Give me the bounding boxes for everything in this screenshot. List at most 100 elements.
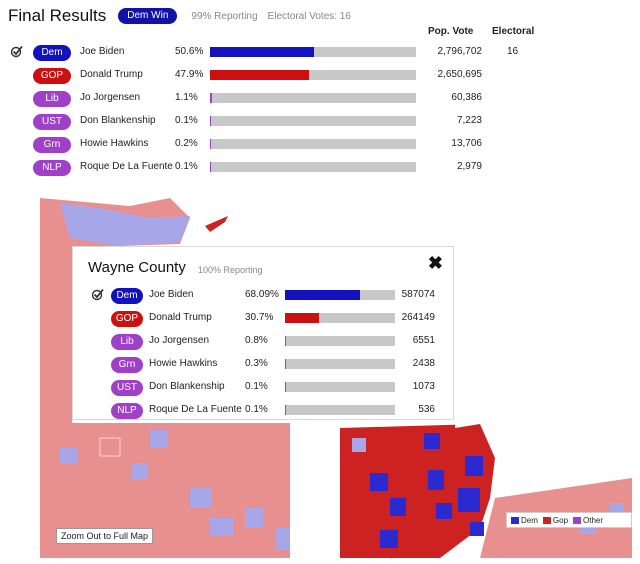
page-title: Final Results	[8, 6, 107, 25]
party-badge: Dem	[33, 45, 71, 61]
county-result-row: NLP Roque De La Fuente 0.1% 536	[73, 400, 453, 422]
check-icon	[91, 288, 104, 301]
popular-votes: 2,650,695	[437, 69, 483, 80]
candidate-name: Jo Jorgensen	[149, 335, 210, 346]
popular-votes: 6551	[412, 335, 435, 346]
candidate-name: Donald Trump	[149, 312, 212, 323]
legend-item-dem: Dem	[511, 516, 538, 525]
vote-percent: 0.1%	[245, 404, 268, 415]
candidate-name: Don Blankenship	[80, 115, 156, 126]
vote-share-fill	[210, 116, 212, 126]
party-badge: GOP	[33, 68, 71, 84]
candidate-name: Howie Hawkins	[149, 358, 218, 369]
vote-share-bar	[285, 336, 395, 346]
candidate-name: Joe Biden	[149, 289, 194, 300]
candidate-name: Roque De La Fuente	[80, 161, 173, 172]
vote-percent: 50.6%	[175, 46, 204, 57]
winner-badge: Dem Win	[118, 8, 178, 24]
pop-vote-column-header: Pop. Vote	[428, 26, 474, 37]
vote-share-fill	[210, 47, 315, 57]
popular-votes: 536	[418, 404, 435, 415]
vote-share-bar	[210, 70, 416, 80]
vote-share-bar	[285, 405, 395, 415]
vote-percent: 1.1%	[175, 92, 198, 103]
popular-votes: 587074	[401, 289, 435, 300]
vote-share-bar	[285, 290, 395, 300]
party-badge: GOP	[111, 311, 143, 327]
popular-votes: 60,386	[451, 92, 482, 103]
party-badge: Grn	[33, 137, 71, 153]
party-badge: Dem	[111, 288, 143, 304]
legend-swatch	[573, 516, 582, 524]
vote-share-fill	[285, 290, 360, 300]
vote-share-fill	[285, 382, 286, 392]
county-result-row: Dem Joe Biden 68.09% 587074	[73, 285, 453, 307]
reporting-status: 99% Reporting	[191, 10, 258, 22]
county-popup: Wayne County 100% Reporting ✖ Dem Joe Bi…	[72, 246, 454, 420]
county-result-row: Lib Jo Jorgensen 0.8% 6551	[73, 331, 453, 353]
county-result-row: Grn Howie Hawkins 0.3% 2438	[73, 354, 453, 376]
vote-percent: 47.9%	[175, 69, 204, 80]
electoral-votes: 16	[507, 46, 519, 57]
county-title: Wayne County	[88, 259, 186, 276]
vote-percent: 0.1%	[245, 381, 268, 392]
candidate-name: Donald Trump	[80, 69, 143, 80]
candidate-name: Roque De La Fuente	[149, 404, 242, 415]
party-badge: UST	[111, 380, 143, 396]
vote-share-bar	[285, 382, 395, 392]
vote-percent: 68.09%	[245, 289, 279, 300]
party-badge: Grn	[111, 357, 143, 373]
vote-share-fill	[285, 359, 286, 369]
electoral-votes-count: Electoral Votes: 16	[267, 10, 351, 22]
vote-share-bar	[210, 47, 416, 57]
zoom-out-button[interactable]: Zoom Out to Full Map	[56, 528, 154, 544]
vote-percent: 0.8%	[245, 335, 268, 346]
check-icon	[10, 45, 23, 58]
vote-percent: 0.1%	[175, 115, 198, 126]
vote-percent: 0.2%	[175, 138, 198, 149]
result-row: Lib Jo Jorgensen 1.1% 60,386	[0, 88, 640, 110]
result-row: NLP Roque De La Fuente 0.1% 2,979	[0, 157, 640, 179]
county-result-row: UST Don Blankenship 0.1% 1073	[73, 377, 453, 399]
legend-swatch	[511, 516, 519, 524]
result-row: UST Don Blankenship 0.1% 7,223	[0, 111, 640, 133]
popular-votes: 7,223	[456, 115, 482, 126]
popular-votes: 1073	[412, 381, 435, 392]
legend-swatch	[542, 516, 551, 524]
popular-votes: 2,796,702	[437, 46, 483, 57]
legend-item-other: Other	[573, 516, 603, 525]
vote-share-bar	[285, 359, 395, 369]
vote-share-bar	[210, 93, 416, 103]
result-row: GOP Donald Trump 47.9% 2,650,695	[0, 65, 640, 87]
candidate-name: Don Blankenship	[149, 381, 225, 392]
vote-share-bar	[285, 313, 395, 323]
vote-share-fill	[285, 336, 286, 346]
vote-share-fill	[210, 93, 213, 103]
map-legend: Dem Gop Other	[506, 512, 632, 528]
vote-share-bar	[210, 162, 416, 172]
result-row: Dem Joe Biden 50.6% 2,796,702 16	[0, 42, 640, 64]
party-badge: Lib	[33, 91, 71, 107]
vote-share-bar	[210, 116, 416, 126]
party-badge: NLP	[111, 403, 143, 419]
vote-share-fill	[285, 313, 319, 323]
legend-item-gop: Gop	[542, 516, 568, 525]
popular-votes: 2,979	[456, 161, 482, 172]
candidate-name: Howie Hawkins	[80, 138, 149, 149]
electoral-column-header: Electoral	[492, 26, 535, 37]
vote-percent: 30.7%	[245, 312, 274, 323]
vote-share-fill	[210, 139, 212, 149]
county-reporting-status: 100% Reporting	[198, 265, 263, 275]
vote-percent: 0.1%	[175, 161, 198, 172]
popular-votes: 264149	[401, 312, 435, 323]
close-icon[interactable]: ✖	[427, 253, 443, 273]
vote-share-bar	[210, 139, 416, 149]
candidate-name: Jo Jorgensen	[80, 92, 141, 103]
result-row: Grn Howie Hawkins 0.2% 13,706	[0, 134, 640, 156]
vote-share-fill	[285, 405, 286, 415]
popular-votes: 13,706	[451, 138, 482, 149]
popular-votes: 2438	[412, 358, 435, 369]
party-badge: Lib	[111, 334, 143, 350]
candidate-name: Joe Biden	[80, 46, 125, 57]
vote-share-fill	[210, 162, 212, 172]
